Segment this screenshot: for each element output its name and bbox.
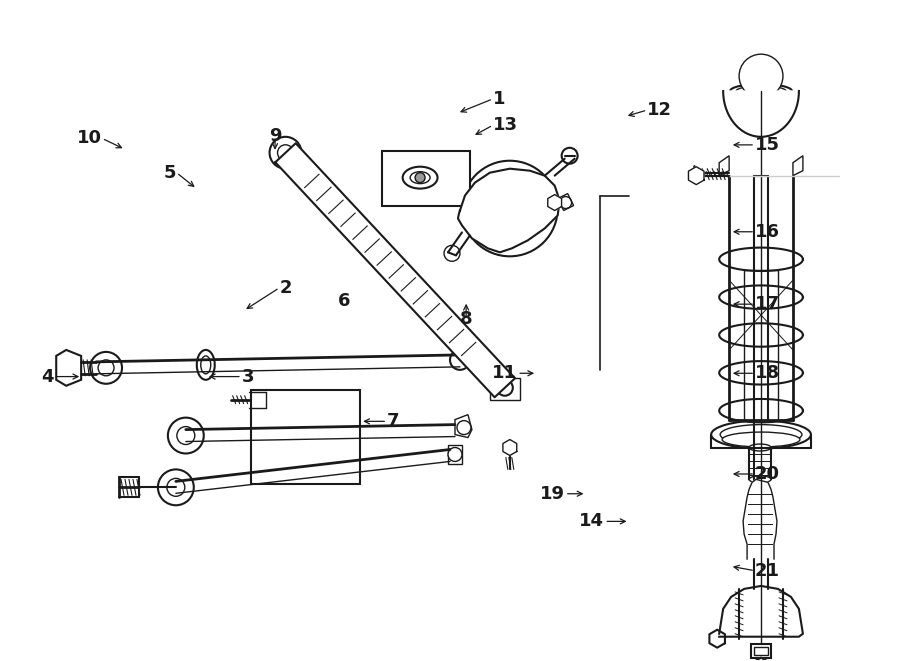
Bar [382,151,470,206]
Circle shape [90,352,122,384]
Text: 5: 5 [164,163,176,182]
Ellipse shape [749,444,771,451]
Text: 10: 10 [76,130,102,147]
Circle shape [415,173,425,182]
Circle shape [529,217,539,227]
Polygon shape [56,350,81,386]
Polygon shape [719,361,803,385]
Text: 20: 20 [755,465,780,483]
Ellipse shape [711,420,811,449]
Polygon shape [719,586,803,637]
Circle shape [518,179,529,189]
Text: 18: 18 [755,364,780,382]
Polygon shape [503,440,517,455]
Circle shape [497,380,513,396]
Ellipse shape [197,350,215,380]
Polygon shape [719,248,803,271]
Text: 9: 9 [269,128,282,145]
Circle shape [98,360,114,376]
Text: 14: 14 [580,512,604,530]
Circle shape [444,245,460,261]
Ellipse shape [410,172,430,184]
Ellipse shape [201,356,211,374]
Polygon shape [275,143,515,397]
Circle shape [496,194,524,223]
Polygon shape [688,167,704,184]
Polygon shape [719,323,803,346]
Text: 13: 13 [493,116,518,134]
Circle shape [450,350,470,370]
Polygon shape [455,414,472,438]
Text: 11: 11 [492,364,517,382]
Circle shape [270,137,302,169]
Bar [752,644,771,658]
Text: 6: 6 [338,292,350,310]
Circle shape [481,190,491,200]
Text: 15: 15 [755,136,780,154]
Ellipse shape [749,476,771,483]
Ellipse shape [720,424,802,444]
Polygon shape [752,658,770,661]
Text: 1: 1 [493,90,506,108]
Text: 3: 3 [242,368,255,385]
Ellipse shape [736,86,786,96]
Circle shape [739,54,783,98]
Circle shape [277,145,293,161]
Polygon shape [558,194,573,210]
Circle shape [739,589,783,633]
Circle shape [176,426,194,444]
Circle shape [491,227,500,238]
Polygon shape [709,630,725,648]
Circle shape [448,447,462,461]
Ellipse shape [722,432,800,447]
Circle shape [457,420,471,434]
Circle shape [462,161,558,256]
Polygon shape [548,194,562,210]
Text: 16: 16 [755,223,780,241]
Text: 4: 4 [40,368,53,385]
Circle shape [562,148,578,164]
Polygon shape [448,444,462,465]
Text: 19: 19 [540,485,565,503]
Bar [749,447,771,479]
Text: 17: 17 [755,295,780,313]
Polygon shape [719,156,729,176]
Text: 2: 2 [280,279,292,297]
Circle shape [158,469,194,505]
Circle shape [476,175,544,243]
Circle shape [166,479,184,496]
Polygon shape [490,378,520,400]
Circle shape [168,418,203,453]
Bar [250,390,360,485]
Polygon shape [793,156,803,176]
Polygon shape [458,169,560,253]
Text: 21: 21 [755,562,780,580]
Text: 8: 8 [460,309,473,328]
Polygon shape [743,479,777,559]
Polygon shape [719,399,803,422]
Text: 12: 12 [647,101,672,119]
Polygon shape [719,286,803,309]
Ellipse shape [402,167,437,188]
Ellipse shape [730,84,792,98]
Bar [754,646,768,654]
Polygon shape [724,91,799,137]
Text: 7: 7 [387,412,400,430]
